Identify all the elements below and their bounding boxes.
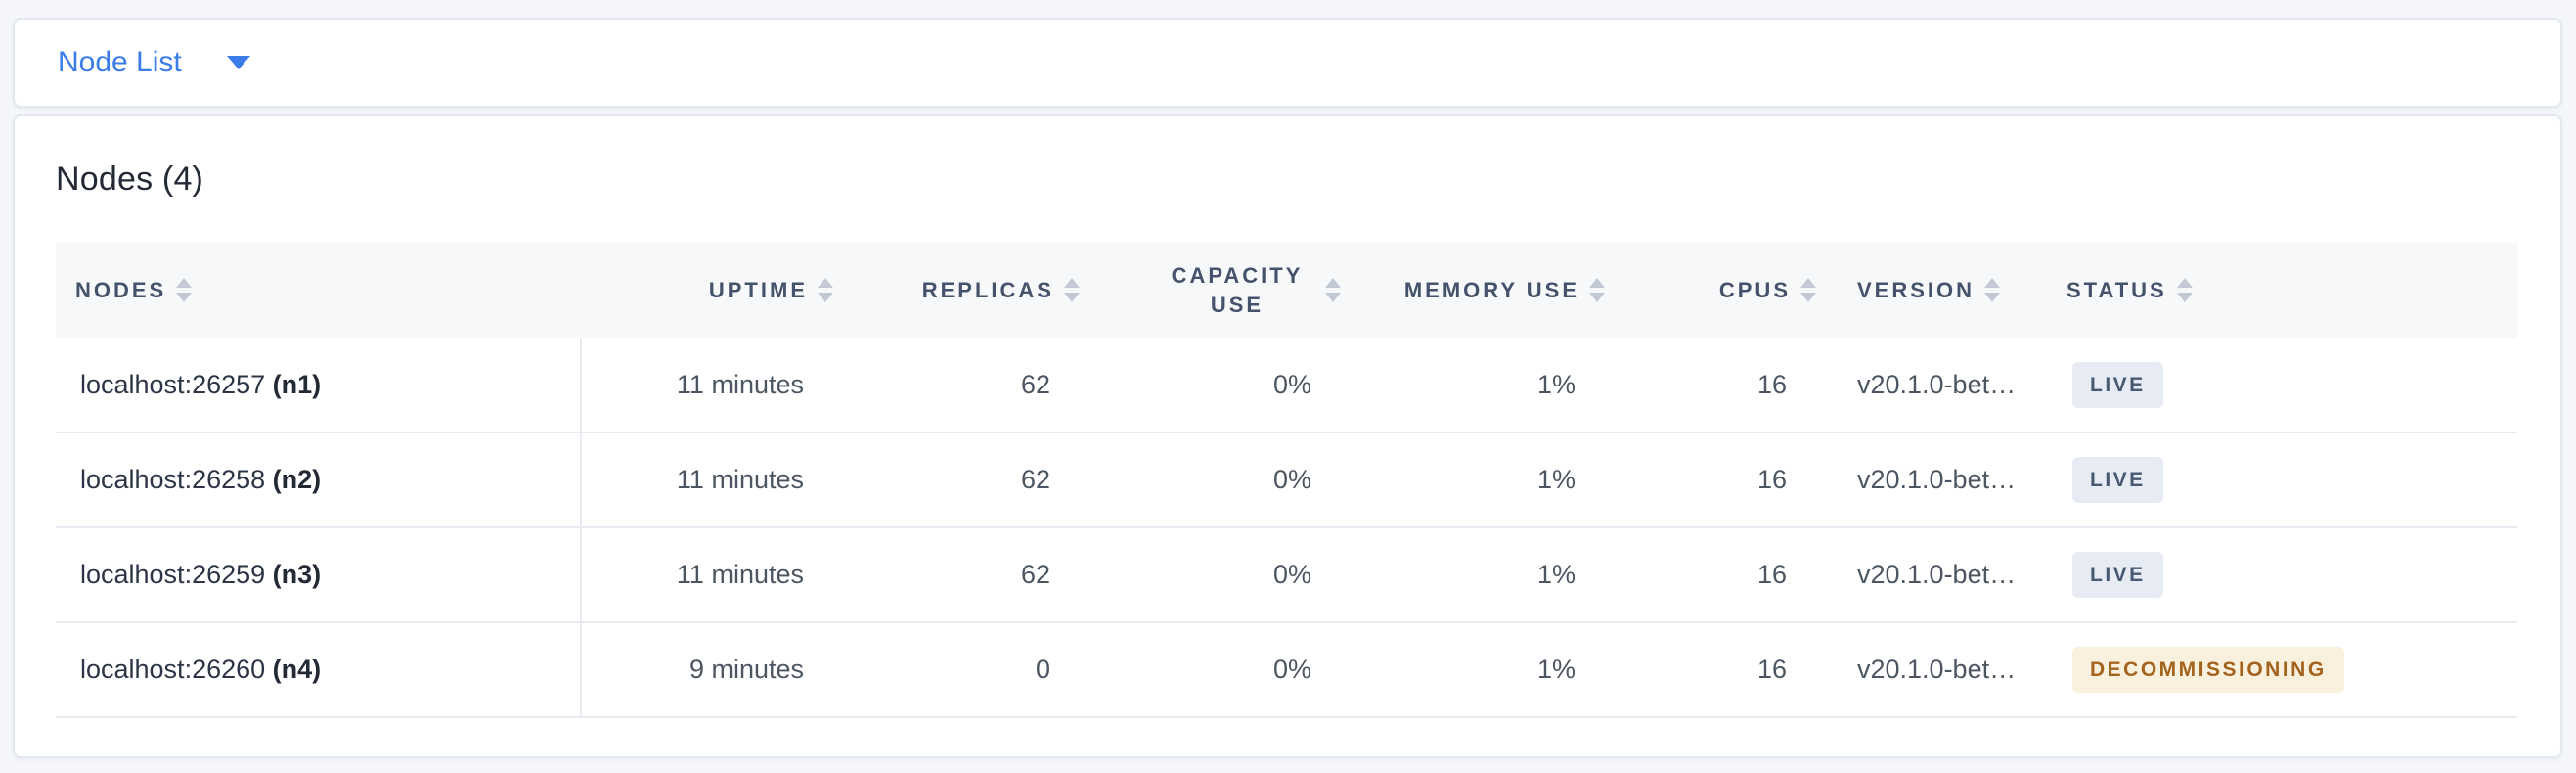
column-header-uptime[interactable]: UPTIME <box>581 243 847 338</box>
sort-desc-arrow-icon <box>818 293 833 302</box>
caret-down-icon <box>226 56 250 69</box>
nodes-panel: Nodes (4) NODES UPTIME REPLIC <box>13 114 2562 758</box>
page-title: Nodes (4) <box>56 160 204 198</box>
nodes-table: NODES UPTIME REPLICAS CAPACITY USE <box>56 243 2517 718</box>
sort-asc-arrow-icon <box>176 278 193 288</box>
status-cell: DECOMMISSIONING <box>2039 622 2517 717</box>
sort-desc-arrow-icon <box>176 293 193 302</box>
node-name-cell[interactable]: localhost:26257 (n1) <box>56 338 582 432</box>
column-header-label: CAPACITY USE <box>1171 262 1304 317</box>
table-row: localhost:26257 (n1) 11 minutes 62 0% 1%… <box>56 338 2517 432</box>
node-address: localhost:26257 <box>80 369 266 399</box>
memory-use-cell: 1% <box>1536 560 1576 589</box>
sort-desc-arrow-icon <box>1800 293 1816 302</box>
status-cell: LIVE <box>2039 527 2517 622</box>
cpus-cell: 16 <box>1756 369 1787 399</box>
column-header-label: UPTIME <box>708 277 808 302</box>
sort-icon[interactable] <box>818 278 833 302</box>
version-cell: v20.1.0-bet… <box>1857 560 2017 589</box>
version-cell: v20.1.0-bet… <box>1857 655 2017 684</box>
column-header-label: REPLICAS <box>921 277 1054 302</box>
capacity-use-cell: 0% <box>1272 655 1311 684</box>
column-header-cpus[interactable]: CPUS <box>1619 243 1830 338</box>
sort-asc-arrow-icon <box>1984 278 2001 288</box>
table-row: localhost:26258 (n2) 11 minutes 62 0% 1%… <box>56 432 2517 527</box>
capacity-use-cell: 0% <box>1272 369 1311 399</box>
sort-desc-arrow-icon <box>1984 293 2001 302</box>
sort-asc-arrow-icon <box>1589 278 1605 288</box>
capacity-use-cell: 0% <box>1272 465 1311 494</box>
sort-desc-arrow-icon <box>1325 293 1341 302</box>
sort-icon[interactable] <box>1325 278 1341 302</box>
capacity-use-cell: 0% <box>1272 560 1311 589</box>
sort-asc-arrow-icon <box>1800 278 1816 288</box>
node-name-cell[interactable]: localhost:26260 (n4) <box>56 622 582 717</box>
sort-icon[interactable] <box>2176 278 2193 302</box>
status-badge: LIVE <box>2072 552 2163 598</box>
status-badge: DECOMMISSIONING <box>2072 647 2344 693</box>
view-selector-card: Node List <box>13 18 2562 108</box>
node-list-dropdown[interactable]: Node List <box>58 48 250 77</box>
node-name-cell[interactable]: localhost:26259 (n3) <box>56 527 582 622</box>
uptime-cell: 9 minutes <box>688 655 804 684</box>
status-badge: LIVE <box>2072 361 2163 408</box>
column-header-label: STATUS <box>2066 277 2167 302</box>
cpus-cell: 16 <box>1756 465 1787 494</box>
sort-asc-arrow-icon <box>2176 278 2193 288</box>
cpus-cell: 16 <box>1756 655 1787 684</box>
node-id: (n4) <box>272 655 322 684</box>
sort-icon[interactable] <box>1800 278 1816 302</box>
status-cell: LIVE <box>2039 432 2517 527</box>
column-header-version[interactable]: VERSION <box>1830 243 2039 338</box>
node-address: localhost:26259 <box>80 560 266 589</box>
nodes-table-header-row: NODES UPTIME REPLICAS CAPACITY USE <box>56 243 2517 338</box>
node-address: localhost:26260 <box>80 655 266 684</box>
uptime-cell: 11 minutes <box>676 369 804 399</box>
sort-icon[interactable] <box>1064 278 1080 302</box>
table-row: localhost:26260 (n4) 9 minutes 0 0% 1% 1… <box>56 622 2517 717</box>
column-header-label: VERSION <box>1857 277 1976 302</box>
memory-use-cell: 1% <box>1536 465 1576 494</box>
memory-use-cell: 1% <box>1536 369 1576 399</box>
column-header-memory[interactable]: MEMORY USE <box>1355 243 1619 338</box>
cpus-cell: 16 <box>1756 560 1787 589</box>
uptime-cell: 11 minutes <box>676 465 804 494</box>
replicas-cell: 62 <box>1020 465 1050 494</box>
version-cell: v20.1.0-bet… <box>1857 369 2017 399</box>
sort-icon[interactable] <box>176 278 193 302</box>
node-address: localhost:26258 <box>80 465 266 494</box>
column-header-label: CPUS <box>1718 277 1791 302</box>
node-name-cell[interactable]: localhost:26258 (n2) <box>56 432 582 527</box>
sort-desc-arrow-icon <box>2176 293 2193 302</box>
column-header-status[interactable]: STATUS <box>2039 243 2517 338</box>
node-id: (n1) <box>272 369 322 399</box>
version-cell: v20.1.0-bet… <box>1857 465 2017 494</box>
status-badge: LIVE <box>2072 457 2163 503</box>
column-header-replicas[interactable]: REPLICAS <box>847 243 1093 338</box>
replicas-cell: 0 <box>1035 655 1050 684</box>
node-id: (n2) <box>272 465 322 494</box>
replicas-cell: 62 <box>1020 369 1050 399</box>
sort-asc-arrow-icon <box>1064 278 1080 288</box>
column-header-nodes[interactable]: NODES <box>56 243 581 338</box>
sort-desc-arrow-icon <box>1064 293 1080 302</box>
memory-use-cell: 1% <box>1536 655 1576 684</box>
sort-asc-arrow-icon <box>818 278 833 288</box>
replicas-cell: 62 <box>1020 560 1050 589</box>
sort-asc-arrow-icon <box>1325 278 1341 288</box>
node-list-dropdown-label: Node List <box>58 46 182 78</box>
column-header-label: NODES <box>75 277 167 302</box>
node-id: (n3) <box>272 560 322 589</box>
sort-desc-arrow-icon <box>1589 293 1605 302</box>
table-row: localhost:26259 (n3) 11 minutes 62 0% 1%… <box>56 527 2517 622</box>
status-cell: LIVE <box>2039 338 2517 432</box>
column-header-capacity[interactable]: CAPACITY USE <box>1093 243 1355 338</box>
column-header-label: MEMORY USE <box>1403 277 1579 302</box>
sort-icon[interactable] <box>1984 278 2001 302</box>
uptime-cell: 11 minutes <box>676 560 804 589</box>
sort-icon[interactable] <box>1589 278 1605 302</box>
